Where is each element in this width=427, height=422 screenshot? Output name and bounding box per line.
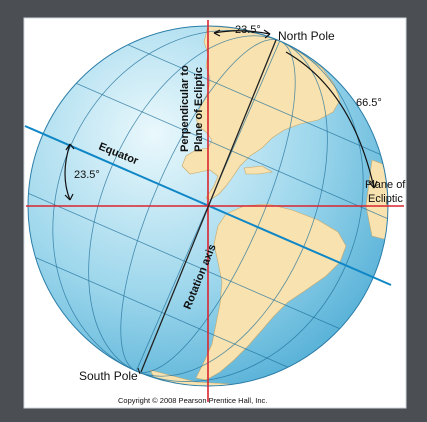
angle-arc-right bbox=[285, 51, 378, 189]
angle-right-label: 66.5° bbox=[356, 97, 382, 109]
south-america bbox=[195, 203, 347, 381]
cuba bbox=[243, 165, 273, 175]
plane-label-line2: Ecliptic bbox=[368, 193, 403, 205]
angle-left-label: 23.5° bbox=[74, 169, 100, 181]
land-masses bbox=[149, 26, 388, 386]
copyright-text: Copyright © 2008 Pearson Prentice Hall, … bbox=[118, 396, 267, 405]
rotation-axis-line bbox=[140, 39, 277, 373]
perpendicular-label-line2: Plane of Ecliptic bbox=[193, 67, 205, 152]
angle-top-label: 23.5° bbox=[235, 24, 261, 36]
plane-label-line1: Plane of bbox=[365, 179, 406, 191]
angle-arc-top bbox=[213, 29, 271, 39]
north-pole-label: North Pole bbox=[278, 29, 335, 43]
perpendicular-label-line1: Perpendicular to bbox=[179, 65, 191, 152]
angle-arc-left bbox=[64, 143, 75, 201]
south-pole-pointer bbox=[137, 367, 141, 375]
south-pole-label: South Pole bbox=[79, 369, 138, 383]
greenland-north-america bbox=[181, 26, 341, 201]
